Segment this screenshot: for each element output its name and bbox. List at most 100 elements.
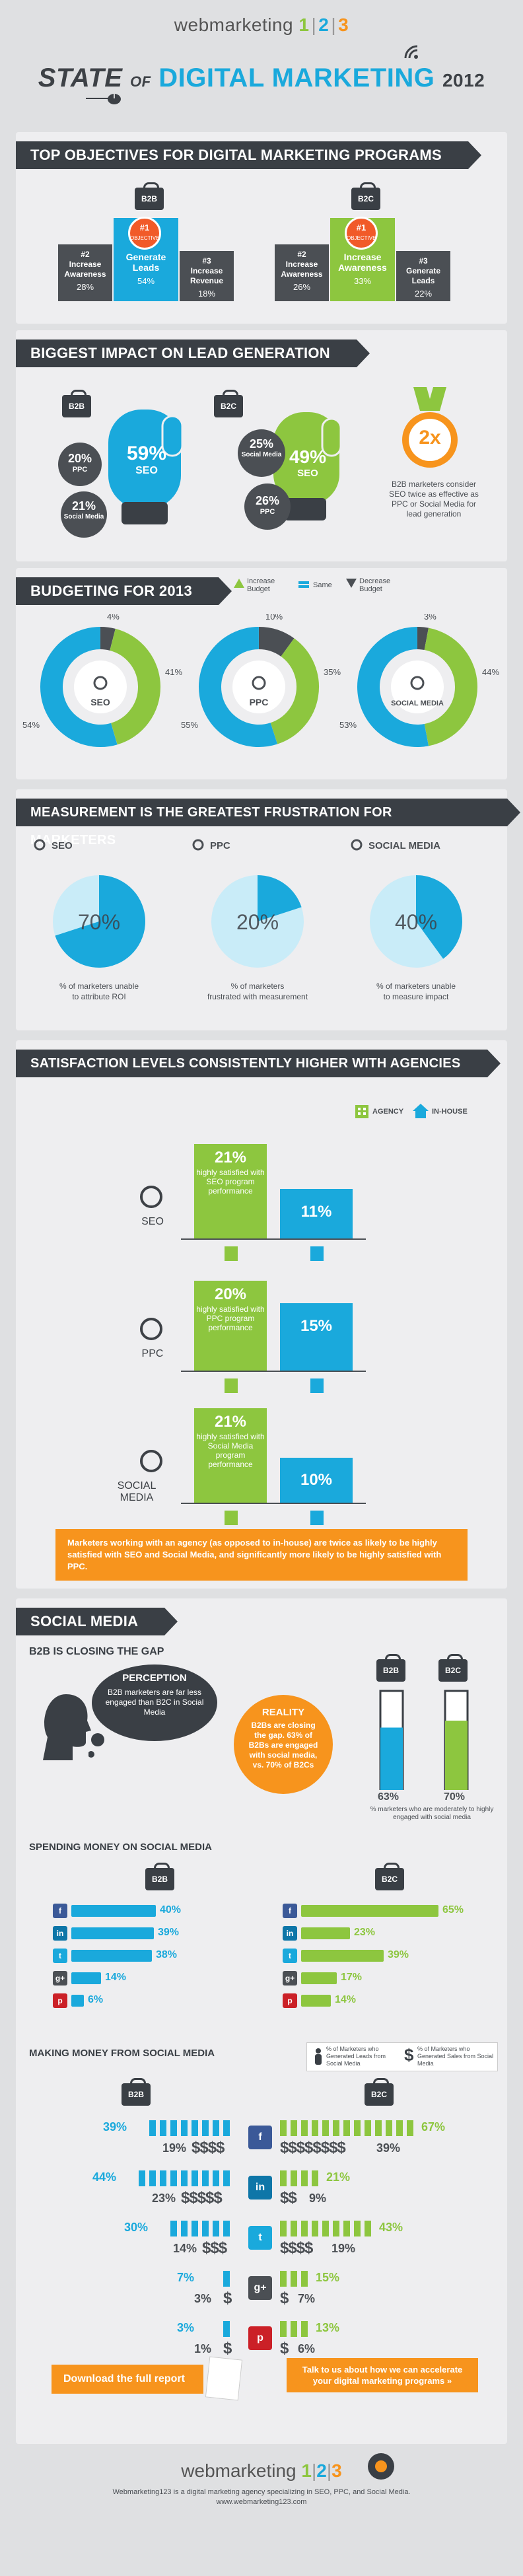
b2b-tag: B2B	[376, 1654, 405, 1682]
b2c-objective-3: #3 Generate Leads 22%	[396, 251, 450, 301]
pct: 33%	[353, 276, 372, 286]
pct: 20%	[67, 452, 92, 465]
b2b-medal: #1 OBJECTIVE	[128, 217, 161, 250]
b2b-leads-value: 7%	[177, 2271, 195, 2284]
title-year: 2012	[442, 70, 485, 90]
agency-pct: 21%	[214, 1149, 247, 1166]
b2b-spend-in-icon: in	[53, 1926, 67, 1941]
b2b-leads-value: 39%	[103, 2120, 127, 2133]
b2c-sales-value: 39%	[376, 2141, 401, 2155]
making-f-icon: f	[248, 2126, 272, 2149]
b2c-objective-2: #2 Increase Awareness 26%	[275, 244, 329, 301]
download-report-button[interactable]: Download the full report	[52, 2365, 203, 2394]
b2c-sales-value: 19%	[331, 2242, 356, 2255]
b2c-spend-value: 23%	[354, 1927, 376, 1938]
wifi-signal-icon	[404, 45, 418, 59]
label: PPC	[260, 508, 275, 516]
b2c-leads-value: 21%	[326, 2170, 351, 2184]
b2b-sales-dollars: $	[223, 2340, 232, 2357]
b2c-spend-f-icon: f	[283, 1904, 297, 1918]
b2c-spend-value: 39%	[388, 1949, 409, 1960]
b2b-sales-dollars: $	[223, 2289, 232, 2307]
footer-url[interactable]: www.webmarketing123.com	[216, 2498, 307, 2506]
brand-sep: |	[331, 15, 337, 35]
baseline	[181, 1238, 366, 1240]
label: Social Media	[241, 451, 282, 458]
report-thumbnail[interactable]	[205, 2356, 243, 2401]
agency-pct: 21%	[214, 1413, 247, 1431]
legend-inhouse: IN-HOUSE	[432, 1108, 468, 1116]
satisfaction-section: SATISFACTION LEVELS CONSISTENTLY HIGHER …	[16, 1040, 507, 1589]
b2c-sales-dollars: $$	[280, 2189, 297, 2207]
engaged-caption: % marketers who are moderately to highly…	[370, 1806, 494, 1821]
perception-text: B2B marketers are far less engaged than …	[105, 1688, 204, 1717]
b2b-tag: B2B	[122, 2078, 151, 2106]
perception-box: PERCEPTION B2B marketers are far less en…	[102, 1672, 207, 1717]
title-state: STATE	[38, 63, 123, 92]
agency-building-icon	[225, 1511, 238, 1525]
search-icon	[93, 676, 108, 690]
thought-bubble	[88, 1664, 217, 1758]
b2b-spend-bar	[71, 1995, 84, 2007]
header: webmarketing 1 | 2 | 3 STATE OF DIGITAL MARK…	[0, 0, 523, 132]
medal-sub: OBJECTIVE	[130, 235, 160, 241]
b2c-sales-dollars: $$$$$$$$	[280, 2139, 346, 2157]
label: Social Media	[63, 513, 104, 520]
satisfaction-banner: SATISFACTION LEVELS CONSISTENTLY HIGHER …	[16, 1050, 501, 1077]
b2b-sales-value: 1%	[194, 2342, 212, 2355]
b2c-sales-dollars: $	[280, 2289, 289, 2307]
b2b-spend-p-icon: p	[53, 1993, 67, 2008]
b2c-tag: B2C	[365, 2078, 394, 2106]
budget-donuts: SEO 41% 54% 4% PPC 35% 55% 10% SOCIAL MEDIA 44% 53…	[22, 614, 499, 747]
measure-title: SEO	[52, 840, 73, 851]
brand-sep: |	[311, 15, 317, 35]
row-icon	[140, 1318, 162, 1340]
pct: 22%	[414, 289, 433, 299]
medal-sub: OBJECTIVE	[347, 235, 376, 241]
increase-value: 35%	[324, 667, 341, 677]
inhouse-bar: 10%	[280, 1458, 353, 1503]
brand-logo[interactable]: webmarketing 1 | 2 | 3	[0, 15, 523, 36]
donut-label: SOCIAL MEDIA	[391, 699, 444, 707]
footer-brand[interactable]: webmarketing 1|2|3	[0, 2460, 523, 2482]
satisfaction-note: Marketers working with an agency (as opp…	[55, 1529, 468, 1581]
contact-us-button[interactable]: Talk to us about how we can accelerate y…	[287, 2358, 478, 2392]
b2b-objective-3: #3 Increase Revenue 18%	[180, 251, 234, 301]
b2c-spend-bar	[301, 1972, 337, 1984]
agency-building-icon	[355, 1105, 368, 1118]
b2b-spend-value: 6%	[88, 1994, 104, 2005]
increase-value: 41%	[165, 667, 182, 677]
measure-section: MEASUREMENT IS THE GREATEST FRUSTRATION …	[16, 789, 520, 1030]
b2b-leads-people	[170, 2221, 234, 2236]
b2b-spend-bar	[71, 1950, 152, 1962]
b2b-ppc-bubble: 20% PPC	[58, 443, 102, 486]
b2b-objective-2: #2 Increase Awareness 28%	[58, 244, 112, 301]
in-house-icon	[310, 1378, 324, 1393]
medal-rank: #1	[139, 223, 150, 233]
b2c-tag: B2C	[351, 182, 380, 210]
engaged-bar-fill	[380, 1727, 403, 1790]
in-house-icon	[310, 1511, 324, 1525]
increase-arc	[109, 628, 160, 745]
agency-building-icon	[225, 1378, 238, 1393]
donut-label: PPC	[250, 697, 269, 707]
b2b-sales-dollars: $$$$$	[181, 2189, 223, 2207]
mouse-icon	[108, 94, 121, 104]
brand-digit-2: 2	[316, 2460, 327, 2481]
pct: 26%	[255, 494, 280, 507]
b2b-sales-value: 19%	[162, 2141, 187, 2155]
b2c-social-bubble: 25% Social Media	[238, 429, 285, 477]
pie-caption: % of marketers unable	[59, 982, 139, 991]
gear-badge-icon	[368, 2453, 394, 2480]
donut-center	[391, 661, 444, 713]
b2b-spend-t-icon: t	[53, 1949, 67, 1963]
measure-title: PPC	[210, 840, 230, 851]
increase-arrow-icon	[234, 579, 244, 588]
pct: 59%	[126, 443, 167, 464]
b2c-sales-value: 7%	[298, 2292, 316, 2305]
person-icon	[315, 2048, 322, 2065]
b2c-leads-people	[280, 2271, 312, 2287]
legend-agency: AGENCY	[372, 1108, 404, 1116]
b2c-sales-dollars: $	[280, 2340, 289, 2357]
